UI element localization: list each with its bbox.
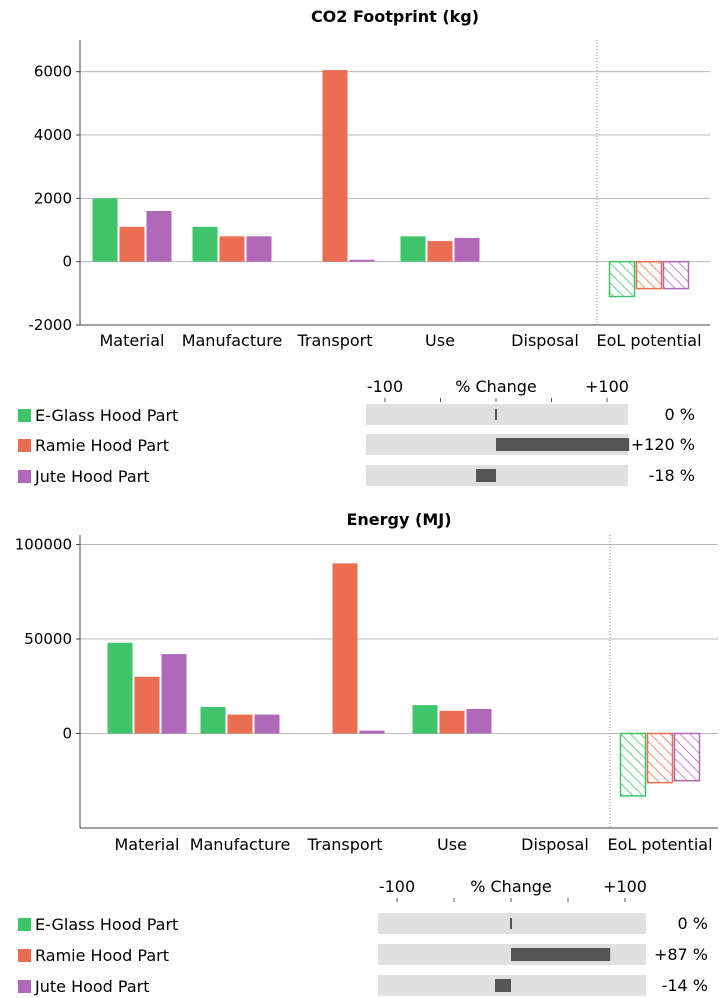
category-label: Disposal [521, 835, 589, 854]
category-label: Use [425, 331, 455, 350]
change-value-label: +87 % [654, 945, 708, 964]
bar [635, 260, 663, 290]
legend-label: Ramie Hood Part [35, 945, 169, 965]
change-value-label: -18 % [649, 466, 695, 485]
change-tick-label: -100 [367, 377, 403, 396]
category-label: Transport [306, 835, 382, 854]
energy-percent-change-chart: -100 % Change +100 0 % +87 % -14 % [378, 877, 708, 996]
bar [227, 714, 253, 734]
bar [254, 714, 280, 734]
bar [608, 260, 636, 298]
bar [412, 705, 438, 734]
change-track [366, 465, 628, 486]
energy-chart: Energy (MJ) 0 50000 100000 Material Manufactu… [15, 510, 718, 854]
bar [466, 708, 492, 734]
bar [192, 226, 218, 262]
legend-swatch [18, 408, 31, 422]
legend-swatch [18, 979, 31, 993]
category-label: Use [437, 835, 467, 854]
legend-label: E-Glass Hood Part [35, 914, 179, 934]
bar [400, 236, 426, 262]
bar [662, 260, 690, 290]
legend-jute: Jute Hood Part [18, 975, 150, 997]
legend-swatch [18, 438, 31, 452]
y-tick-label: 4000 [34, 126, 72, 144]
change-bar [510, 918, 512, 929]
y-tick-label: 50000 [24, 630, 72, 648]
change-bar [476, 469, 496, 482]
legend-label: Jute Hood Part [35, 466, 150, 486]
category-label: Disposal [511, 331, 579, 350]
change-axis-title: % Change [455, 377, 537, 396]
category-label: EoL potential [596, 331, 701, 350]
bar [349, 259, 375, 262]
change-value-label: -14 % [662, 976, 708, 995]
legend-swatch [18, 948, 31, 962]
legend-eglass: E-Glass Hood Part [18, 913, 178, 935]
category-label: Transport [296, 331, 372, 350]
change-tick-label: -100 [379, 877, 415, 896]
category-label: Material [100, 331, 165, 350]
bar [332, 563, 358, 734]
change-value-label: 0 % [678, 914, 708, 933]
y-tick-label: 6000 [34, 63, 72, 81]
legend-swatch [18, 917, 31, 931]
bar [673, 732, 701, 782]
legend-jute: Jute Hood Part [18, 465, 150, 487]
category-label: Material [115, 835, 180, 854]
legend-label: Jute Hood Part [35, 976, 150, 996]
category-label: Manufacture [182, 331, 283, 350]
co2-footprint-chart: CO2 Footprint (kg) -2000 0 2000 4000 6000 Mate… [28, 7, 710, 350]
bar [619, 732, 647, 797]
change-bar [496, 438, 630, 451]
legend-label: E-Glass Hood Part [35, 405, 179, 425]
y-tick-label: -2000 [28, 316, 72, 334]
bar [146, 211, 172, 262]
bar [439, 710, 465, 734]
category-label: EoL potential [607, 835, 712, 854]
y-tick-label: 2000 [34, 189, 72, 207]
bar [200, 707, 226, 734]
bar [322, 70, 348, 262]
co2-panel: CO2 Footprint (kg) -2000 0 2000 4000 6000 Mate… [18, 7, 710, 487]
change-value-label: +120 % [631, 435, 695, 454]
change-bar [495, 979, 511, 992]
y-tick-label: 0 [62, 724, 72, 742]
legend-ramie: Ramie Hood Part [18, 434, 169, 456]
change-value-label: 0 % [665, 405, 695, 424]
chart-title: Energy (MJ) [346, 510, 451, 529]
legend-ramie: Ramie Hood Part [18, 944, 169, 966]
bar [134, 676, 160, 734]
change-bar [511, 948, 611, 961]
change-track [378, 975, 646, 996]
bar [246, 236, 272, 262]
energy-panel: Energy (MJ) 0 50000 100000 Material Manufactu… [0, 500, 722, 998]
bar [359, 730, 385, 734]
legend-swatch [18, 469, 31, 483]
change-axis-title: % Change [470, 877, 552, 896]
bar [219, 236, 245, 262]
legend-eglass: E-Glass Hood Part [18, 404, 178, 426]
bar [427, 241, 453, 262]
co2-percent-change-chart: -100 % Change +100 0 % +120 % -18 % [366, 377, 695, 486]
y-tick-label: 100000 [15, 535, 72, 553]
bar [454, 237, 480, 262]
bar [92, 198, 118, 262]
change-tick-label: +100 [585, 377, 629, 396]
category-label: Manufacture [190, 835, 291, 854]
change-bar [495, 409, 497, 420]
bar [646, 732, 674, 784]
legend-label: Ramie Hood Part [35, 435, 169, 455]
bar [161, 654, 187, 734]
bar [119, 226, 145, 262]
y-tick-label: 0 [62, 253, 72, 271]
bar [107, 642, 133, 734]
chart-title: CO2 Footprint (kg) [311, 7, 479, 26]
change-tick-label: +100 [603, 877, 647, 896]
